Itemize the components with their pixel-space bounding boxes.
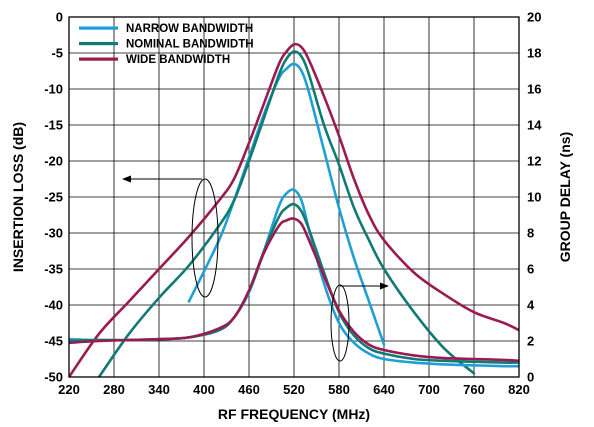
annotations xyxy=(122,175,389,362)
y2-tick-label: 14 xyxy=(527,118,542,133)
group-delay-group-ellipse xyxy=(330,284,350,362)
y-tick-label: -45 xyxy=(44,334,63,349)
legend: NARROW BANDWIDTH NOMINAL BANDWIDTH WIDE BA… xyxy=(79,23,254,66)
y-tick-label: -25 xyxy=(44,190,63,205)
y2-tick-label: 20 xyxy=(527,10,541,25)
y-tick-label: -30 xyxy=(44,226,63,241)
y2-tick-label: 0 xyxy=(527,370,534,385)
legend-swatch-nominal-bandwidth xyxy=(79,42,118,46)
y-tick-label: -5 xyxy=(51,46,63,61)
x-tick-label: 400 xyxy=(193,382,215,397)
x-tick-label: 640 xyxy=(373,382,395,397)
insertion-loss-group-ellipse xyxy=(191,178,219,298)
y-axis-title: INSERTION LOSS (dB) xyxy=(10,122,26,272)
y2-tick-label: 16 xyxy=(527,82,541,97)
legend-label-wide-bandwidth: WIDE BANDWIDTH xyxy=(126,54,230,66)
y2-tick-label: 6 xyxy=(527,262,534,277)
legend-label-nominal-bandwidth: NOMINAL BANDWIDTH xyxy=(126,39,254,51)
tick-labels: 220 280 340 400 460 520 580 640 700 760 8200-5-10-… xyxy=(44,10,542,398)
y-tick-label: -20 xyxy=(44,154,63,169)
series-layer xyxy=(69,42,519,377)
x-axis-title: RF FREQUENCY (MHz) xyxy=(218,406,370,422)
insertion-loss-arrow-head xyxy=(122,175,131,183)
group-delay-line-wide-bandwidth xyxy=(69,217,519,363)
legend-label-narrow-bandwidth: NARROW BANDWIDTH xyxy=(126,23,253,35)
y-tick-label: -35 xyxy=(44,262,63,277)
x-tick-label: 220 xyxy=(58,382,80,397)
y2-tick-label: 8 xyxy=(527,226,534,241)
y-tick-label: -40 xyxy=(44,298,63,313)
insertion-loss-line-nominal-bandwidth xyxy=(97,50,476,377)
y2-tick-label: 2 xyxy=(527,334,534,349)
y2-tick-label: 4 xyxy=(527,298,535,313)
y-tick-label: -15 xyxy=(44,118,63,133)
y2-tick-label: 18 xyxy=(527,46,541,61)
y2-tick-label: 12 xyxy=(527,154,541,169)
y-tick-label: 0 xyxy=(56,10,63,25)
x-tick-label: 580 xyxy=(328,382,350,397)
x-tick-label: 340 xyxy=(148,382,170,397)
insertion-loss-line-wide-bandwidth xyxy=(69,42,519,377)
y-tick-label: -10 xyxy=(44,82,63,97)
legend-swatch-wide-bandwidth xyxy=(79,57,118,61)
x-tick-label: 520 xyxy=(283,382,305,397)
x-tick-label: 460 xyxy=(238,382,260,397)
group-delay-arrow-head xyxy=(380,282,389,290)
x-tick-label: 820 xyxy=(508,382,530,397)
x-tick-label: 280 xyxy=(103,382,125,397)
x-tick-label: 760 xyxy=(463,382,485,397)
y2-axis-title: GROUP DELAY (ns) xyxy=(557,132,573,262)
legend-swatch-narrow-bandwidth xyxy=(79,26,118,30)
plot-frame xyxy=(68,16,520,378)
y-tick-label: -50 xyxy=(44,370,63,385)
x-tick-label: 700 xyxy=(418,382,440,397)
y2-tick-label: 10 xyxy=(527,190,541,205)
